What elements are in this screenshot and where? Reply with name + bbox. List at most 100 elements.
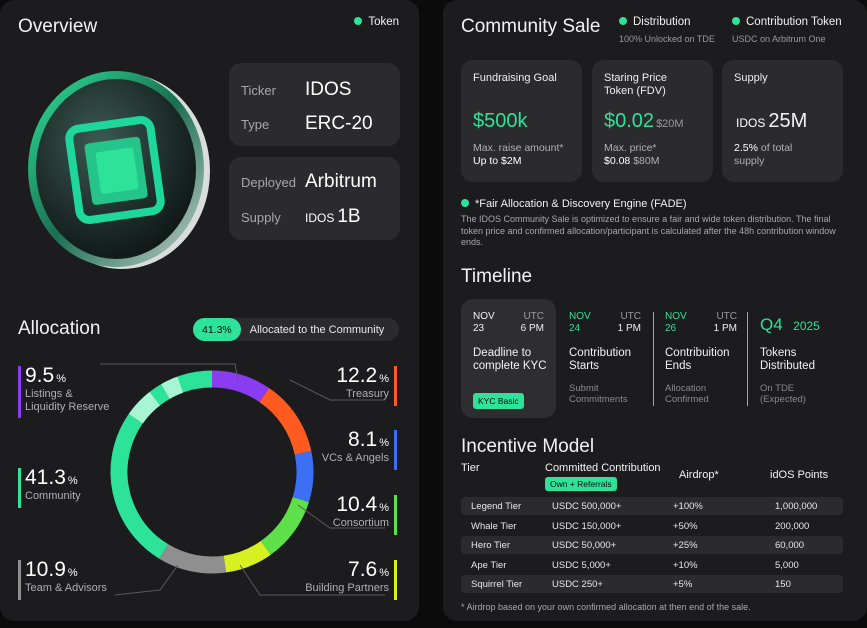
overview-panel: Overview Token Ticker IDOS Type ERC-20 Dep… (0, 0, 419, 621)
col-airdrop: Airdrop* (679, 469, 719, 481)
cell-tier: Hero Tier (471, 540, 511, 551)
stat-bar (18, 366, 21, 418)
airdrop-footnote: * Airdrop based on your own confirmed al… (461, 602, 751, 612)
stat-consortium: 10.4% Consortium (333, 493, 397, 535)
cell-contribution: USDC 250+ (552, 579, 603, 590)
table-row: Ape Tier USDC 5,000+ +10% 5,000 (461, 556, 843, 574)
card-heading: Fundraising Goal (473, 72, 557, 84)
timeline-name: Deadline to complete KYC (473, 347, 547, 372)
starting-price-card: Staring Price Token (FDV) $0.02 $20M Max.… (592, 60, 713, 182)
ticker-value: IDOS (305, 79, 352, 100)
table-row: Whale Tier USDC 150,000+ +50% 200,000 (461, 517, 843, 535)
cell-contribution: USDC 500,000+ (552, 501, 622, 512)
cell-tier: Whale Tier (471, 520, 517, 532)
green-dot-icon (354, 17, 363, 25)
timeline-name: Contribution Starts (569, 347, 632, 372)
card-note: Max. raise amount* Up to $2M (473, 142, 564, 167)
cell-points: 60,000 (775, 540, 805, 551)
stat-listings: 9.5% Listings & Liquidity Reserve (18, 364, 110, 418)
stat-treasury: 12.2% Treasury (336, 364, 397, 406)
stat-bar (394, 430, 397, 470)
donut-slice (260, 496, 309, 555)
timeline-name: Contribuition Ends (665, 347, 730, 372)
timeline-divider (653, 312, 654, 406)
type-key: Type (241, 117, 270, 132)
cell-points: 1,000,000 (775, 501, 818, 512)
deploy-supply-card: Deployed Arbitrum Supply IDOS 1B (229, 157, 400, 240)
timeline-note: On TDE (Expected) (760, 383, 806, 405)
donut-slice (211, 370, 270, 403)
supply-unit: IDOS (305, 211, 335, 225)
ticker-key: Ticker (241, 83, 276, 98)
community-sale-title: Community Sale (461, 16, 601, 37)
stat-bar (394, 495, 397, 535)
cell-points: 150 (775, 579, 791, 590)
timeline-divider (747, 312, 748, 406)
type-value: ERC-20 (305, 113, 373, 134)
stat-bar (394, 560, 397, 600)
stat-team: 10.9% Team & Advisors (18, 558, 107, 600)
stat-value: 10.4% (336, 493, 389, 516)
cell-airdrop: +100% (673, 501, 703, 512)
timeline-note: Submit Commitments (569, 383, 628, 405)
contribution-token-sub: USDC on Arbitrum One (732, 34, 826, 44)
donut-slice (110, 370, 213, 559)
deployed-value: Arbitrum (305, 171, 377, 192)
card-heading: Staring Price (604, 72, 667, 84)
overview-title: Overview (18, 16, 98, 37)
kyc-basic-badge: KYC Basic (473, 393, 524, 409)
supply-key: Supply (241, 210, 281, 225)
allocation-badge: 41.3% Allocated to the Community (193, 318, 399, 341)
timeline-time: UTC 1 PM (713, 311, 737, 334)
card-value: $500k (473, 110, 528, 132)
leader-line (100, 363, 239, 381)
stat-label: Listings & (25, 388, 73, 400)
token-tag-label: Token (368, 16, 399, 28)
stat-bar (18, 560, 21, 600)
donut-slice (292, 451, 314, 503)
timeline-name: Tokens Distributed (760, 347, 815, 372)
stat-bar (394, 366, 397, 406)
distribution-sub: 100% Unlocked on TDE (619, 34, 715, 44)
stat-label: VCs & Angels (321, 452, 389, 464)
own-referrals-badge: Own + Referrals (545, 477, 617, 491)
fade-heading: *Fair Allocation & Discovery Engine (FAD… (461, 198, 687, 210)
table-row: Hero Tier USDC 50,000+ +25% 60,000 (461, 536, 843, 554)
distribution-label: Distribution (633, 16, 691, 28)
card-value: $0.02 $20M (604, 110, 684, 132)
incentive-model-title: Incentive Model (461, 436, 595, 457)
leader-line (114, 564, 179, 596)
green-dot-icon (732, 17, 740, 25)
timeline-item-contribution-starts: NOV 24 UTC 1 PM Contribution Starts Submit C… (557, 299, 653, 418)
leader-line (289, 379, 385, 401)
stat-label-2: Liquidity Reserve (25, 401, 110, 413)
cell-contribution: USDC 5,000+ (552, 559, 611, 571)
supply-card: Supply IDOS 25M 2.5% of total supply (722, 60, 843, 182)
green-dot-icon (619, 17, 627, 25)
timeline-date: NOV 26 (665, 311, 687, 334)
timeline-time: UTC 1 PM (617, 311, 641, 334)
idos-coin-icon (28, 71, 210, 269)
stat-label: Treasury (346, 388, 389, 400)
stat-value: 12.2% (336, 364, 389, 387)
col-tier: Tier (461, 462, 480, 474)
cell-airdrop: +25% (673, 540, 698, 551)
distribution-tag: Distribution (619, 16, 691, 28)
leader-line (297, 504, 385, 529)
cell-tier: Squirrel Tier (471, 579, 523, 590)
col-contribution: Committed Contribution (545, 462, 661, 474)
allocation-donut-chart (100, 363, 385, 596)
stat-value: 9.5% (25, 364, 66, 387)
cell-airdrop: +5% (673, 579, 693, 590)
card-heading: Supply (734, 72, 768, 84)
allocation-title: Allocation (18, 318, 101, 339)
timeline-date: NOV 23 (473, 311, 495, 334)
cell-airdrop: +10% (673, 559, 698, 571)
card-note: Max. price* $0.08 $80M (604, 142, 660, 167)
cell-tier: Legend Tier (471, 501, 522, 512)
community-sale-panel: Community Sale Distribution 100% Unlocke… (443, 0, 867, 621)
fade-description: The IDOS Community Sale is optimized to … (461, 214, 836, 247)
timeline-item-tokens-distributed: Q4 2025 Tokens Distributed On TDE (Expecte… (748, 299, 848, 418)
green-dot-icon (461, 199, 469, 207)
table-row: Legend Tier USDC 500,000+ +100% 1,000,000 (461, 497, 843, 515)
